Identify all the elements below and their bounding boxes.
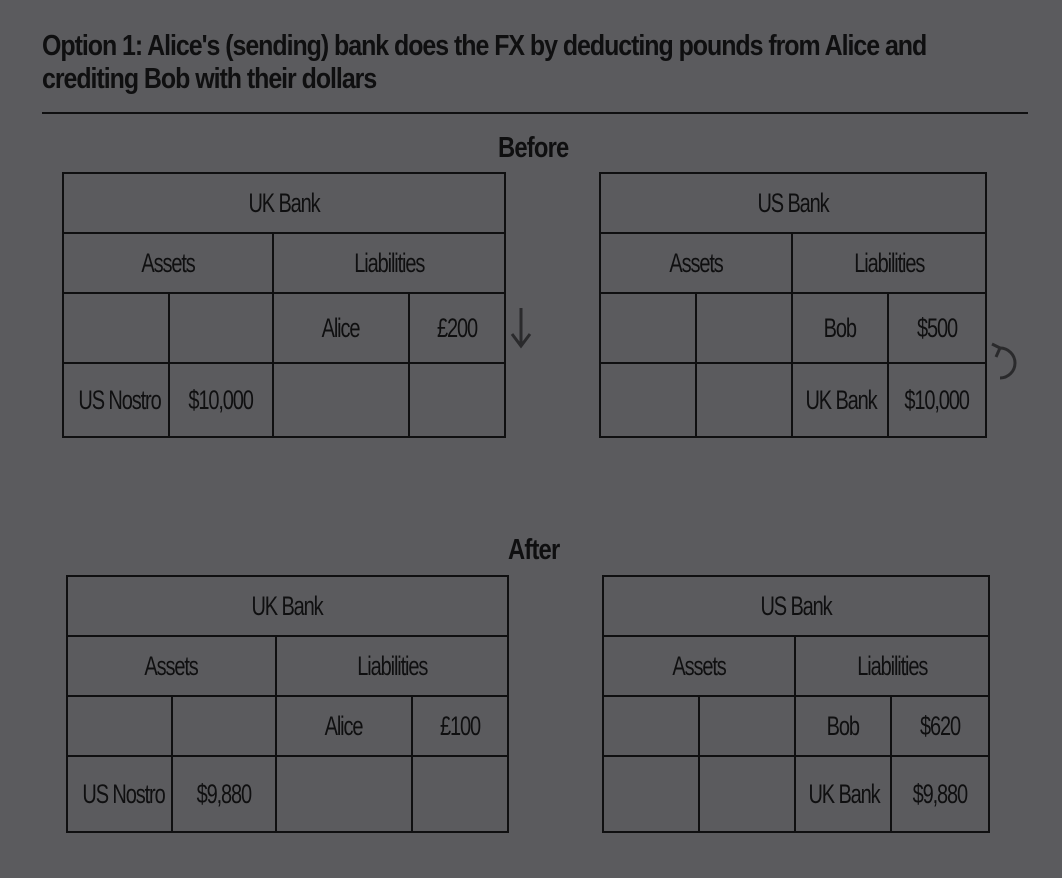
liability-value-cell: £100 [411, 695, 509, 757]
after-label: After [508, 534, 560, 566]
liability-name-cell: UK Bank [794, 755, 892, 833]
before-uk-bank-name: UK Bank [62, 172, 506, 234]
liability-name-cell: Alice [272, 292, 410, 364]
down-arrow-icon [510, 308, 532, 349]
asset-value-cell [171, 695, 277, 757]
before-label: Before [498, 132, 569, 164]
liability-name-cell: Alice [275, 695, 413, 757]
asset-name-cell [599, 292, 697, 364]
liability-value-cell [408, 362, 506, 438]
title-divider [42, 112, 1028, 114]
before-uk-liabilities-header: Liabilities [272, 232, 506, 294]
asset-value-cell: $9,880 [171, 755, 277, 833]
before-us-assets-header: Assets [599, 232, 793, 294]
liability-name-cell: Bob [791, 292, 889, 364]
asset-name-cell [66, 695, 173, 757]
liability-name-cell [272, 362, 410, 438]
table-row: Bob $620 [602, 695, 990, 757]
after-uk-bank-ledger: UK Bank Assets Liabilities Alice £100 US… [66, 575, 509, 833]
asset-name-cell [602, 755, 700, 833]
asset-value-cell [698, 695, 796, 757]
table-row: Alice £200 [62, 292, 506, 364]
asset-name-cell [62, 292, 170, 364]
asset-value-cell [168, 292, 274, 364]
after-uk-bank-name: UK Bank [66, 575, 509, 637]
table-row: Bob $500 [599, 292, 987, 364]
after-uk-liabilities-header: Liabilities [275, 635, 509, 697]
title-line-2: crediting Bob with their dollars [42, 63, 377, 95]
liability-value-cell: $9,880 [890, 755, 990, 833]
liability-value-cell: $620 [890, 695, 990, 757]
asset-name-cell: US Nostro [62, 362, 170, 438]
asset-name-cell [602, 695, 700, 757]
asset-value-cell [695, 292, 793, 364]
asset-value-cell: $10,000 [168, 362, 274, 438]
table-row: UK Bank $9,880 [602, 755, 990, 833]
liability-value-cell: $500 [887, 292, 987, 364]
liability-value-cell: $10,000 [887, 362, 987, 438]
after-us-bank-name: US Bank [602, 575, 990, 637]
liability-value-cell [411, 755, 509, 833]
before-us-bank-name: US Bank [599, 172, 987, 234]
after-us-liabilities-header: Liabilities [794, 635, 990, 697]
before-us-bank-ledger: US Bank Assets Liabilities Bob $500 UK B… [599, 172, 987, 438]
liability-value-cell: £200 [408, 292, 506, 364]
asset-value-cell [695, 362, 793, 438]
liability-name-cell: UK Bank [791, 362, 889, 438]
asset-value-cell [698, 755, 796, 833]
table-row: US Nostro $10,000 [62, 362, 506, 438]
after-us-assets-header: Assets [602, 635, 796, 697]
counterclockwise-arrow-icon [991, 342, 1017, 380]
asset-name-cell [599, 362, 697, 438]
liability-name-cell: Bob [794, 695, 892, 757]
after-uk-assets-header: Assets [66, 635, 277, 697]
before-uk-bank-ledger: UK Bank Assets Liabilities Alice £200 US… [62, 172, 506, 438]
title-line-1: Option 1: Alice's (sending) bank does th… [42, 30, 927, 62]
table-row: Alice £100 [66, 695, 509, 757]
before-uk-assets-header: Assets [62, 232, 274, 294]
table-row: UK Bank $10,000 [599, 362, 987, 438]
asset-name-cell: US Nostro [66, 755, 173, 833]
after-us-bank-ledger: US Bank Assets Liabilities Bob $620 UK B… [602, 575, 990, 833]
diagram-title: Option 1: Alice's (sending) bank does th… [42, 30, 927, 96]
liability-name-cell [275, 755, 413, 833]
table-row: US Nostro $9,880 [66, 755, 509, 833]
before-us-liabilities-header: Liabilities [791, 232, 987, 294]
